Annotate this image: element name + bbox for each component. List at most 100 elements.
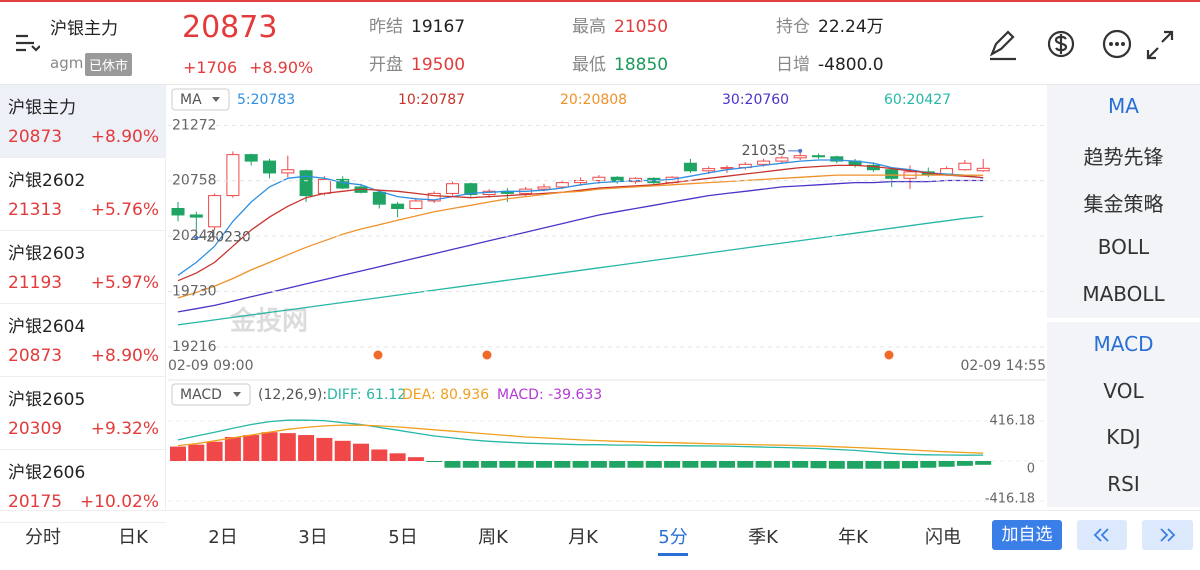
period-tab[interactable]: 季K (748, 527, 778, 548)
macd-bar (773, 461, 790, 468)
indicator-tab[interactable]: VOL (1103, 378, 1144, 403)
stat-value: 19167 (411, 17, 466, 37)
toolbar-icons (989, 29, 1174, 61)
indicator-tab[interactable]: MA (1108, 94, 1139, 118)
candle-body (958, 162, 972, 171)
indicator-tab[interactable]: 集金策略 (1083, 192, 1164, 216)
sub-indicators: MACD VOL KDJ RSI (1047, 322, 1200, 507)
candle-body (171, 207, 185, 216)
watch-name: 沪银2604 (8, 317, 86, 337)
period-tab[interactable]: 日K (118, 527, 148, 548)
period-tab[interactable]: 年K (838, 527, 868, 548)
period-tab[interactable]: 5日 (388, 527, 418, 548)
watch-row[interactable]: 沪银2603 21193 +5.97% (0, 231, 166, 304)
stat-label: 持仓 (776, 17, 810, 37)
candle-body (592, 176, 606, 181)
extreme-dot (798, 148, 803, 153)
period-tab[interactable]: 分时 (25, 527, 61, 548)
currency-icon[interactable] (1047, 30, 1075, 58)
event-marker[interactable] (373, 350, 383, 360)
y-tick-label: 19216 (172, 339, 217, 355)
period-tab[interactable]: 月K (568, 527, 598, 548)
indicator-tab[interactable]: BOLL (1097, 235, 1150, 259)
indicator-tab[interactable]: 趋势先锋 (1083, 145, 1164, 169)
macd-bar (719, 461, 735, 468)
stat-label: 最低 (572, 55, 606, 75)
candle-body (537, 186, 551, 190)
period-bar: 加自选 分时 日K 2日 3日 5日 周K 月K 5分 季K 年K 闪电 (0, 510, 1200, 570)
y-tick-label: 19730 (172, 283, 217, 299)
indicator-name: MACD (180, 387, 222, 403)
event-marker[interactable] (482, 350, 492, 360)
indicator-line (177, 179, 984, 313)
indicator-params: (12,26,9): (258, 387, 327, 403)
macd-bar (170, 446, 186, 461)
stat: 最高 21050 (572, 12, 668, 37)
indicator-tab[interactable]: MABOLL (1082, 282, 1165, 306)
watch-row[interactable]: 沪银2602 21313 +5.76% (0, 158, 166, 231)
period-tab[interactable]: 2日 (208, 527, 238, 548)
last-price: 20873 (182, 10, 278, 45)
watch-row[interactable]: 沪银2604 20873 +8.90% (0, 304, 166, 377)
legend-entry: 60:20427 (884, 92, 951, 108)
watch-row[interactable]: 沪银2606 20175 +10.02% (0, 450, 166, 523)
macd-bar (645, 461, 662, 468)
event-marker[interactable] (884, 350, 894, 360)
watch-change: +10.02% (79, 492, 159, 512)
candle-body (683, 162, 697, 172)
macd-bar (334, 440, 351, 461)
period-tab[interactable]: 3日 (298, 527, 328, 548)
macd-bar (444, 461, 461, 468)
candle-body (226, 154, 240, 197)
macd-bar (737, 461, 754, 468)
candle-body (409, 200, 423, 209)
stat: 开盘 19500 (369, 50, 465, 75)
macd-bar (865, 461, 882, 469)
stat: 昨结 19167 (369, 12, 465, 37)
legend-entry: 5:20783 (237, 92, 295, 108)
period-tab[interactable]: 周K (478, 527, 508, 548)
macd-bar (938, 461, 955, 467)
candle-body (427, 192, 441, 202)
macd-bar (700, 461, 717, 468)
extreme-dot (194, 235, 199, 240)
more-icon[interactable] (1102, 29, 1132, 59)
indicator-name: MA (180, 92, 202, 108)
macd-bar (462, 461, 479, 468)
candle-body (464, 183, 478, 195)
draw-icon[interactable] (989, 30, 1016, 61)
collapse-icon[interactable] (1146, 30, 1174, 60)
indicator-tab[interactable]: KDJ (1106, 425, 1141, 449)
watchlist: 沪银主力 20873 +8.90% 沪银2602 21313 +5.76% 沪银2603 21… (0, 85, 166, 523)
indicator-tab[interactable]: MACD (1093, 332, 1154, 356)
stat: 持仓 22.24万 (776, 12, 884, 37)
add-watch-button[interactable]: 加自选 (992, 520, 1062, 550)
candle-body (446, 183, 459, 194)
watch-change: +8.90% (90, 346, 159, 366)
ma-selector[interactable] (171, 88, 230, 111)
watch-change: +8.90% (90, 127, 159, 147)
filter-icon[interactable] (14, 32, 40, 54)
candle-body (574, 179, 588, 184)
macd-bar (298, 435, 315, 461)
macd-bar (517, 461, 534, 468)
candle-body (317, 178, 331, 194)
period-tab[interactable]: 闪电 (925, 527, 961, 548)
indicator-line (177, 164, 984, 282)
watch-price: 21193 (8, 273, 63, 293)
period-tab[interactable]: 5分 (658, 523, 688, 556)
stat-value: -4800.0 (818, 55, 884, 75)
macd-bar (206, 441, 223, 461)
indicator-tab[interactable]: RSI (1107, 471, 1140, 496)
indicator-line (177, 419, 984, 456)
macd-bar (810, 461, 827, 469)
stat-label: 昨结 (369, 17, 403, 37)
macd-bar (389, 453, 406, 461)
watch-row[interactable]: 沪银主力 20873 +8.90% (0, 85, 166, 158)
macd-selector[interactable] (171, 383, 251, 406)
y-tick-label: 20758 (172, 173, 217, 189)
macd-bar (755, 461, 772, 468)
candle-body (189, 214, 203, 218)
watch-row[interactable]: 沪银2605 20309 +9.32% (0, 377, 166, 450)
macd-bar (243, 435, 260, 461)
